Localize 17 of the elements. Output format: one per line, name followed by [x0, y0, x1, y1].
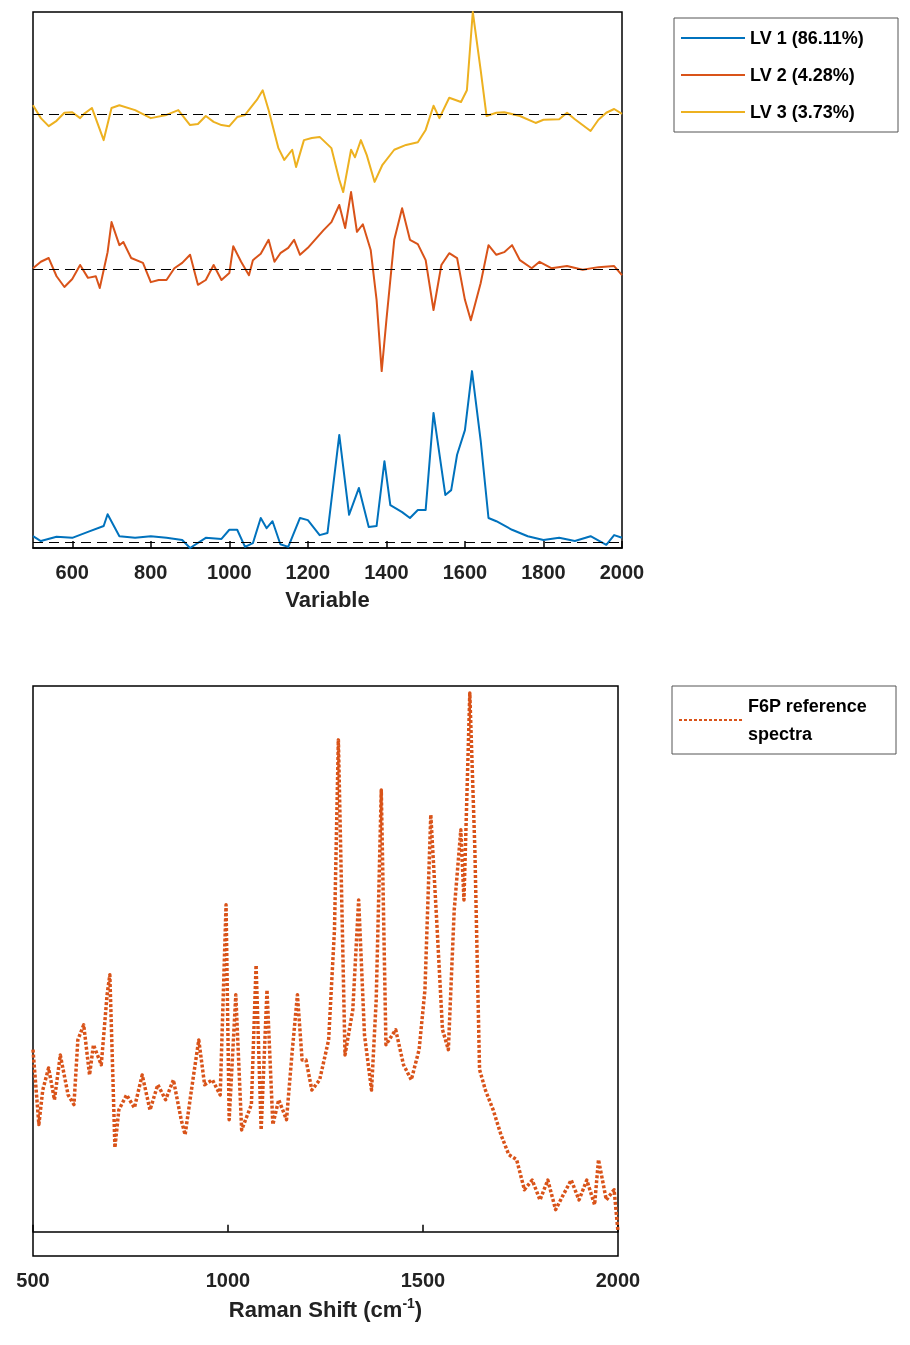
x-tick-label: 2000 [595, 1269, 641, 1291]
legend-label: LV 3 (3.73%) [750, 102, 855, 122]
x-tick-label: 1800 [521, 561, 566, 583]
x-axis-title: Variable [285, 586, 370, 612]
x-tick-label: 1000 [205, 1269, 251, 1291]
x-tick-label: 1000 [207, 561, 252, 583]
x-tick-label: 2000 [599, 561, 645, 583]
x-tick-label: 1600 [442, 561, 488, 583]
x-tick-label: 500 [16, 1269, 50, 1291]
x-tick-label: 1500 [400, 1269, 446, 1291]
legend-label: LV 2 (4.28%) [750, 65, 855, 85]
x-tick-label: 1400 [364, 561, 409, 583]
legend-label: LV 1 (86.11%) [750, 28, 864, 48]
x-tick-label: 600 [55, 561, 89, 583]
x-tick-label: 1200 [285, 561, 331, 583]
legend-label: F6P reference spectra [748, 696, 872, 744]
x-tick-label: 800 [134, 561, 168, 583]
